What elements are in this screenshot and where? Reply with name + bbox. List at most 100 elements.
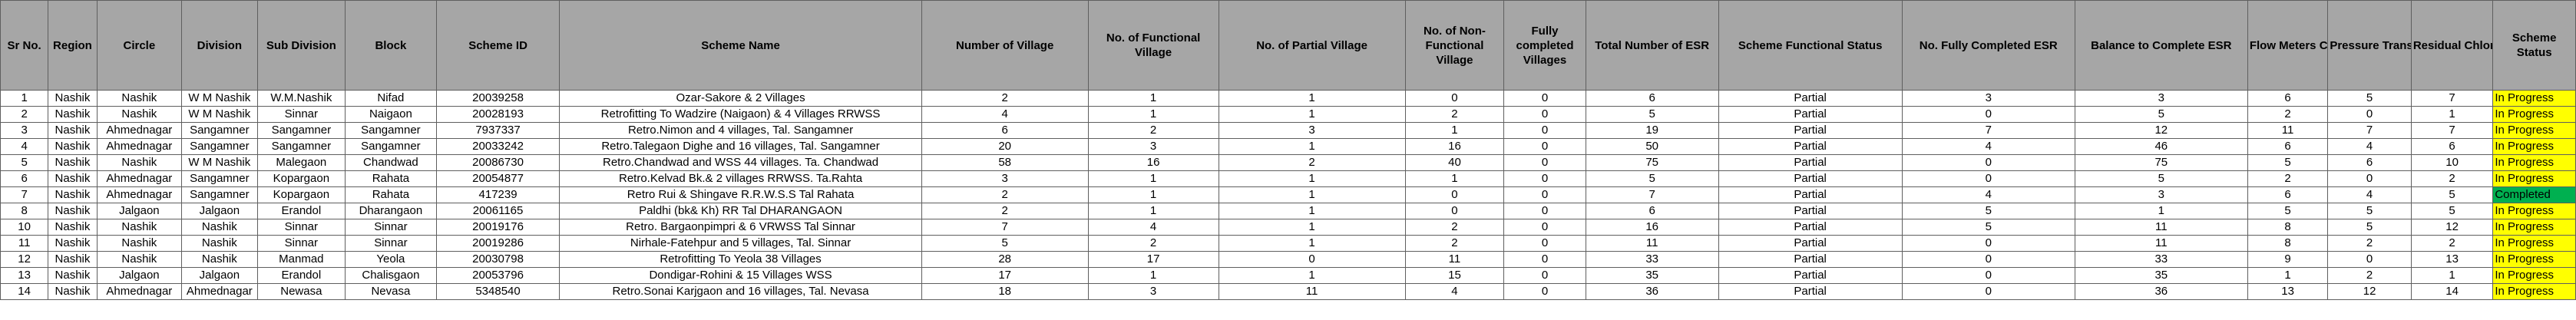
cell-pressure-transmitter[interactable]: 7 bbox=[2327, 122, 2412, 139]
cell-scheme-id[interactable]: 20054877 bbox=[435, 170, 561, 187]
cell-partial-village[interactable]: 1 bbox=[1218, 138, 1406, 155]
cell-pressure-transmitter[interactable]: 5 bbox=[2327, 219, 2412, 236]
cell-scheme-id[interactable]: 20086730 bbox=[435, 154, 561, 171]
cell-total-esr[interactable]: 75 bbox=[1585, 154, 1719, 171]
cell-circle[interactable]: Nashik bbox=[96, 251, 183, 268]
cell-partial-village[interactable]: 1 bbox=[1218, 267, 1406, 284]
cell-residual-chlorine[interactable]: 2 bbox=[2410, 235, 2494, 252]
cell-pressure-transmitter[interactable]: 6 bbox=[2327, 154, 2412, 171]
cell-residual-chlorine[interactable]: 10 bbox=[2410, 154, 2494, 171]
cell-fully-completed-esr[interactable]: 4 bbox=[1901, 186, 2075, 203]
cell-scheme-name[interactable]: Retro.Kelvad Bk.& 2 villages RRWSS. Ta.R… bbox=[559, 170, 922, 187]
cell-residual-chlorine[interactable]: 5 bbox=[2410, 203, 2494, 219]
cell-balance-esr[interactable]: 33 bbox=[2074, 251, 2248, 268]
cell-scheme-status[interactable]: In Progress bbox=[2492, 138, 2576, 155]
cell-block[interactable]: Sinnar bbox=[345, 219, 437, 236]
cell-pressure-transmitter[interactable]: 2 bbox=[2327, 235, 2412, 252]
cell-functional-status[interactable]: Partial bbox=[1718, 186, 1903, 203]
cell-non-functional-village[interactable]: 16 bbox=[1404, 138, 1505, 155]
cell-block[interactable]: Sangamner bbox=[345, 138, 437, 155]
cell-fully-completed-villages[interactable]: 0 bbox=[1503, 154, 1586, 171]
cell-flow-meters[interactable]: 6 bbox=[2247, 90, 2329, 107]
cell-fully-completed-villages[interactable]: 0 bbox=[1503, 267, 1586, 284]
cell-functional-village[interactable]: 17 bbox=[1087, 251, 1219, 268]
cell-sub-division[interactable]: Kopargaon bbox=[256, 186, 346, 203]
cell-division[interactable]: Jalgaon bbox=[181, 267, 258, 284]
cell-region[interactable]: Nashik bbox=[48, 90, 98, 107]
cell-scheme-name[interactable]: Retro. Bargaonpimpri & 6 VRWSS Tal Sinna… bbox=[559, 219, 922, 236]
cell-division[interactable]: Sangamner bbox=[181, 186, 258, 203]
cell-fully-completed-esr[interactable]: 0 bbox=[1901, 170, 2075, 187]
cell-functional-village[interactable]: 1 bbox=[1087, 267, 1219, 284]
cell-balance-esr[interactable]: 11 bbox=[2074, 235, 2248, 252]
cell-functional-village[interactable]: 2 bbox=[1087, 122, 1219, 139]
cell-block[interactable]: Chandwad bbox=[345, 154, 437, 171]
cell-total-esr[interactable]: 19 bbox=[1585, 122, 1719, 139]
header-cell[interactable]: Scheme Functional Status bbox=[1718, 0, 1903, 91]
cell-fully-completed-villages[interactable]: 0 bbox=[1503, 283, 1586, 300]
cell-number-of-village[interactable]: 18 bbox=[921, 283, 1089, 300]
header-cell[interactable]: Sub Division bbox=[256, 0, 346, 91]
cell-non-functional-village[interactable]: 0 bbox=[1404, 203, 1505, 219]
cell-division[interactable]: W M Nashik bbox=[181, 106, 258, 123]
cell-functional-status[interactable]: Partial bbox=[1718, 90, 1903, 107]
cell-scheme-status[interactable]: In Progress bbox=[2492, 154, 2576, 171]
cell-circle[interactable]: Ahmednagar bbox=[96, 122, 183, 139]
cell-sub-division[interactable]: W.M.Nashik bbox=[256, 90, 346, 107]
cell-block[interactable]: Sangamner bbox=[345, 122, 437, 139]
cell-circle[interactable]: Ahmednagar bbox=[96, 138, 183, 155]
cell-scheme-name[interactable]: Paldhi (bk& Kh) RR Tal DHARANGAON bbox=[559, 203, 922, 219]
cell-circle[interactable]: Jalgaon bbox=[96, 267, 183, 284]
cell-division[interactable]: Ahmednagar bbox=[181, 283, 258, 300]
cell-number-of-village[interactable]: 6 bbox=[921, 122, 1089, 139]
cell-division[interactable]: Nashik bbox=[181, 251, 258, 268]
cell-number-of-village[interactable]: 28 bbox=[921, 251, 1089, 268]
cell-number-of-village[interactable]: 2 bbox=[921, 90, 1089, 107]
cell-circle[interactable]: Ahmednagar bbox=[96, 186, 183, 203]
cell-pressure-transmitter[interactable]: 0 bbox=[2327, 106, 2412, 123]
cell-functional-village[interactable]: 1 bbox=[1087, 170, 1219, 187]
header-cell[interactable]: Region bbox=[48, 0, 98, 91]
cell-number-of-village[interactable]: 4 bbox=[921, 106, 1089, 123]
cell-fully-completed-esr[interactable]: 0 bbox=[1901, 106, 2075, 123]
header-cell[interactable]: Total Number of ESR bbox=[1585, 0, 1719, 91]
header-cell[interactable]: Balance to Complete ESR bbox=[2074, 0, 2248, 91]
cell-flow-meters[interactable]: 8 bbox=[2247, 235, 2329, 252]
cell-circle[interactable]: Jalgaon bbox=[96, 203, 183, 219]
cell-block[interactable]: Nifad bbox=[345, 90, 437, 107]
cell-scheme-id[interactable]: 5348540 bbox=[435, 283, 561, 300]
cell-sub-division[interactable]: Malegaon bbox=[256, 154, 346, 171]
cell-partial-village[interactable]: 1 bbox=[1218, 186, 1406, 203]
cell-non-functional-village[interactable]: 0 bbox=[1404, 90, 1505, 107]
cell-residual-chlorine[interactable]: 1 bbox=[2410, 267, 2494, 284]
cell-total-esr[interactable]: 35 bbox=[1585, 267, 1719, 284]
cell-sr-no[interactable]: 10 bbox=[0, 219, 49, 236]
cell-balance-esr[interactable]: 1 bbox=[2074, 203, 2248, 219]
cell-functional-village[interactable]: 1 bbox=[1087, 90, 1219, 107]
cell-circle[interactable]: Nashik bbox=[96, 154, 183, 171]
cell-scheme-status[interactable]: In Progress bbox=[2492, 170, 2576, 187]
cell-region[interactable]: Nashik bbox=[48, 106, 98, 123]
cell-total-esr[interactable]: 7 bbox=[1585, 186, 1719, 203]
header-cell[interactable]: No. of Functional Village bbox=[1087, 0, 1219, 91]
cell-number-of-village[interactable]: 2 bbox=[921, 186, 1089, 203]
cell-number-of-village[interactable]: 3 bbox=[921, 170, 1089, 187]
cell-fully-completed-villages[interactable]: 0 bbox=[1503, 203, 1586, 219]
cell-fully-completed-villages[interactable]: 0 bbox=[1503, 235, 1586, 252]
cell-flow-meters[interactable]: 2 bbox=[2247, 106, 2329, 123]
cell-flow-meters[interactable]: 13 bbox=[2247, 283, 2329, 300]
cell-functional-village[interactable]: 3 bbox=[1087, 283, 1219, 300]
cell-number-of-village[interactable]: 7 bbox=[921, 219, 1089, 236]
cell-sr-no[interactable]: 14 bbox=[0, 283, 49, 300]
header-cell[interactable]: Division bbox=[181, 0, 258, 91]
cell-balance-esr[interactable]: 35 bbox=[2074, 267, 2248, 284]
cell-scheme-name[interactable]: Retro.Nimon and 4 villages, Tal. Sangamn… bbox=[559, 122, 922, 139]
cell-scheme-id[interactable]: 20030798 bbox=[435, 251, 561, 268]
header-cell[interactable]: Residual Chlorine Connected bbox=[2410, 0, 2494, 91]
cell-sr-no[interactable]: 7 bbox=[0, 186, 49, 203]
cell-region[interactable]: Nashik bbox=[48, 154, 98, 171]
cell-block[interactable]: Rahata bbox=[345, 186, 437, 203]
cell-residual-chlorine[interactable]: 2 bbox=[2410, 170, 2494, 187]
cell-balance-esr[interactable]: 12 bbox=[2074, 122, 2248, 139]
cell-region[interactable]: Nashik bbox=[48, 251, 98, 268]
